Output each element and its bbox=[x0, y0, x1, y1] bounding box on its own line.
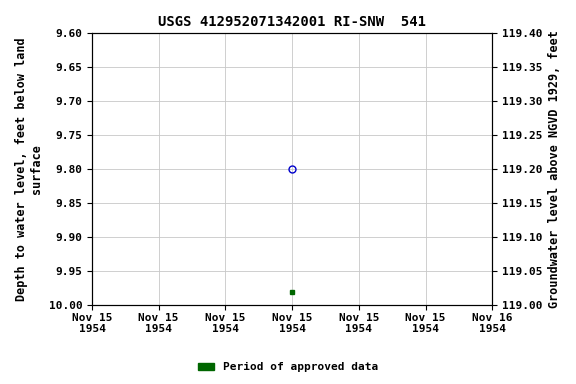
Title: USGS 412952071342001 RI-SNW  541: USGS 412952071342001 RI-SNW 541 bbox=[158, 15, 426, 29]
Legend: Period of approved data: Period of approved data bbox=[193, 358, 383, 377]
Y-axis label: Depth to water level, feet below land
surface: Depth to water level, feet below land su… bbox=[15, 37, 43, 301]
Y-axis label: Groundwater level above NGVD 1929, feet: Groundwater level above NGVD 1929, feet bbox=[548, 30, 561, 308]
